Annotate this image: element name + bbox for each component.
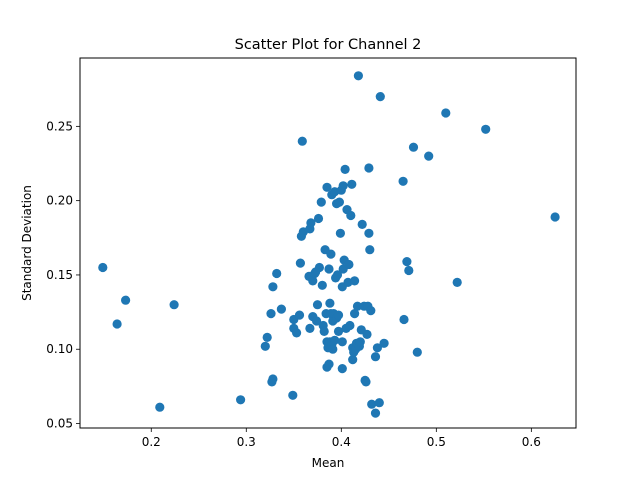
scatter-point <box>262 332 272 342</box>
scatter-point <box>326 249 336 259</box>
scatter-point <box>325 298 335 308</box>
scatter-point <box>338 181 348 191</box>
scatter-point <box>367 399 377 409</box>
scatter-point <box>441 108 451 118</box>
scatter-point <box>379 338 389 348</box>
scatter-point <box>346 210 356 221</box>
scatter-point <box>155 402 165 412</box>
scatter-point <box>312 300 323 310</box>
scatter-point <box>344 259 354 270</box>
points-layer <box>98 71 560 418</box>
scatter-point <box>260 341 270 351</box>
scatter-point <box>412 347 422 357</box>
scatter-point <box>268 282 278 292</box>
x-tick-label: 0.3 <box>237 435 256 449</box>
scatter-point <box>366 306 376 316</box>
scatter-point <box>308 276 318 286</box>
x-axis-label: Mean <box>312 456 345 470</box>
scatter-point <box>481 124 491 134</box>
y-tick-label: 0.15 <box>46 268 73 282</box>
x-tick-label: 0.6 <box>522 435 541 449</box>
scatter-point <box>330 335 340 345</box>
scatter-point <box>312 316 322 326</box>
plot-frame <box>79 57 577 429</box>
scatter-point <box>361 377 371 387</box>
x-axis: 0.2 0.3 0.4 0.5 0.6 <box>142 428 541 449</box>
scatter-point <box>324 359 334 369</box>
scatter-point <box>353 71 363 81</box>
scatter-point <box>322 182 332 192</box>
scatter-point <box>402 257 412 267</box>
scatter-point <box>404 265 414 276</box>
y-tick-label: 0.10 <box>46 342 73 356</box>
scatter-point <box>333 310 344 320</box>
scatter-point <box>362 329 372 339</box>
scatter-point <box>398 176 408 186</box>
scatter-point <box>112 319 122 329</box>
scatter-point <box>348 355 358 365</box>
x-tick-label: 0.2 <box>142 435 161 449</box>
scatter-point <box>169 300 179 310</box>
scatter-point <box>319 326 329 336</box>
scatter-point <box>334 197 344 207</box>
scatter-point <box>295 258 305 268</box>
scatter-point <box>347 179 357 189</box>
scatter-point <box>357 219 367 229</box>
scatter-point <box>294 310 305 320</box>
x-tick-label: 0.5 <box>427 435 446 449</box>
scatter-point <box>364 163 374 173</box>
scatter-point <box>375 92 385 102</box>
scatter-point <box>266 309 276 319</box>
scatter-point <box>335 228 345 238</box>
y-tick-label: 0.05 <box>46 417 73 431</box>
scatter-point <box>276 304 286 314</box>
scatter-point <box>314 262 324 273</box>
scatter-point <box>306 218 316 228</box>
scatter-point <box>305 323 315 333</box>
scatter-point <box>350 309 360 319</box>
scatter-point <box>364 228 374 238</box>
scatter-point <box>98 262 108 273</box>
scatter-point <box>236 395 246 405</box>
scatter-point <box>370 408 381 418</box>
scatter-point <box>337 337 347 347</box>
scatter-point <box>313 213 324 224</box>
scatter-point <box>355 337 365 347</box>
scatter-point <box>374 398 384 408</box>
scatter-point <box>452 277 462 287</box>
scatter-point <box>408 142 419 152</box>
y-tick-label: 0.20 <box>46 194 73 208</box>
y-axis-label: Standard Deviation <box>20 185 34 301</box>
y-tick-label: 0.25 <box>46 119 73 133</box>
scatter-point <box>121 295 131 305</box>
scatter-point <box>297 136 307 146</box>
scatter-point <box>328 344 338 354</box>
scatter-point <box>352 301 363 311</box>
scatter-point <box>333 326 344 336</box>
scatter-point <box>317 280 327 290</box>
scatter-point <box>268 374 278 384</box>
scatter-point <box>365 245 375 255</box>
scatter-point <box>399 314 409 325</box>
scatter-point <box>350 276 360 286</box>
scatter-point <box>424 151 434 161</box>
x-tick-label: 0.4 <box>332 435 351 449</box>
scatter-point <box>316 197 326 207</box>
scatter-point <box>288 390 298 400</box>
scatter-point <box>370 352 381 362</box>
scatter-point <box>550 212 560 222</box>
chart-title: Scatter Plot for Channel 2 <box>235 37 422 53</box>
scatter-point <box>337 364 347 374</box>
scatter-point <box>345 320 355 331</box>
scatter-point <box>340 164 350 174</box>
scatter-point <box>272 268 282 279</box>
scatter-point <box>292 328 302 338</box>
y-axis: 0.05 0.10 0.15 0.20 0.25 <box>46 119 80 431</box>
scatter-point <box>332 270 343 280</box>
scatter-point <box>372 343 382 353</box>
scatter-point <box>324 264 334 274</box>
